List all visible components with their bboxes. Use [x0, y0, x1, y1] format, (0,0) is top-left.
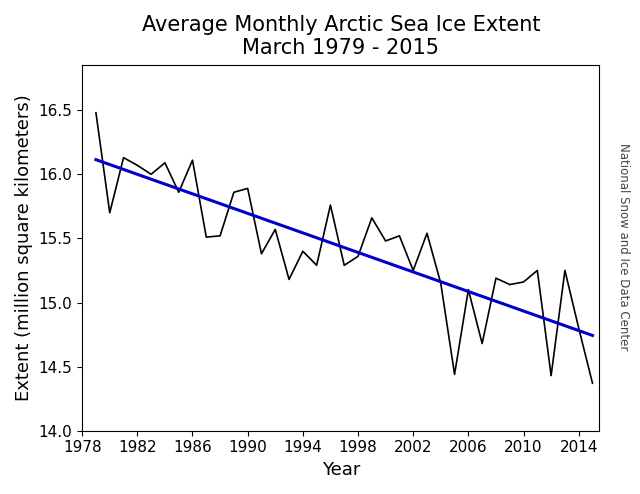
Title: Average Monthly Arctic Sea Ice Extent
March 1979 - 2015: Average Monthly Arctic Sea Ice Extent Ma… — [141, 15, 540, 58]
Y-axis label: Extent (million square kilometers): Extent (million square kilometers) — [15, 95, 33, 402]
Text: National Snow and Ice Data Center: National Snow and Ice Data Center — [618, 143, 630, 351]
X-axis label: Year: Year — [321, 461, 360, 479]
